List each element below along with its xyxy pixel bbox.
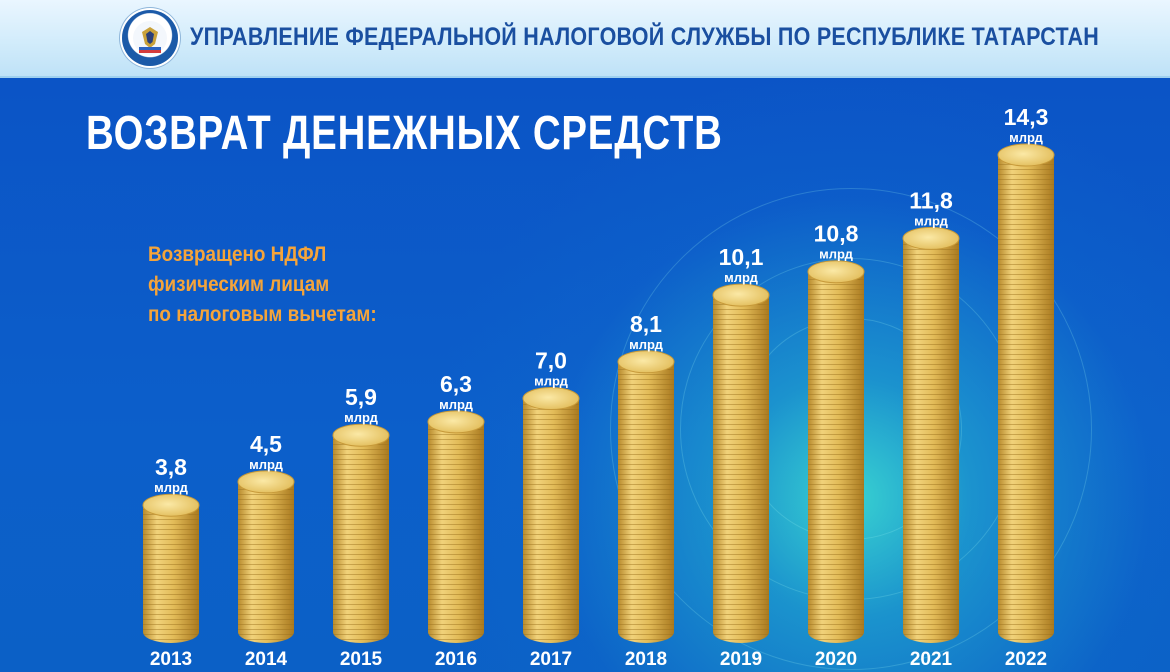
- bar-unit-label: млрд: [439, 397, 473, 412]
- coin-stack-bar: [807, 260, 865, 643]
- bar-value-label: 7,0: [535, 348, 567, 374]
- bar-value-label: 14,3: [1004, 104, 1049, 130]
- coin-stack-bar: [902, 226, 960, 643]
- bar-unit-label: млрд: [629, 337, 663, 352]
- header-bar: УПРАВЛЕНИЕ ФЕДЕРАЛЬНОЙ НАЛОГОВОЙ СЛУЖБЫ …: [0, 0, 1170, 78]
- decorative-ring: [610, 188, 1092, 670]
- x-tick-label: 2017: [530, 649, 572, 670]
- coin-stack-bar: [617, 350, 675, 643]
- bar-unit-label: млрд: [154, 480, 188, 495]
- bar-value-label: 11,8: [909, 187, 953, 213]
- x-tick-label: 2019: [720, 649, 762, 670]
- bar-value-label: 4,5: [250, 431, 282, 457]
- coin-stack-bar: [427, 410, 485, 643]
- coin-stack-bar: [712, 283, 770, 643]
- subtitle-line: по налоговым вычетам:: [148, 303, 377, 326]
- bar-value-label: 10,1: [719, 244, 764, 270]
- bar-unit-label: млрд: [534, 374, 568, 389]
- bar-value-label: 6,3: [440, 371, 472, 397]
- x-tick-label: 2018: [625, 649, 667, 670]
- fns-emblem-icon: [122, 10, 178, 66]
- subtitle-line: физическим лицам: [148, 273, 330, 296]
- coin-stack-bar: [237, 470, 295, 643]
- bar-unit-label: млрд: [819, 247, 853, 262]
- bar-value-label: 10,8: [814, 221, 859, 247]
- x-tick-label: 2014: [245, 649, 288, 670]
- bar-value-label: 5,9: [345, 384, 377, 410]
- bar-unit-label: млрд: [344, 410, 378, 425]
- bar-value-label: 8,1: [630, 311, 662, 337]
- coin-stack-bar: [522, 387, 580, 643]
- x-tick-label: 2016: [435, 649, 477, 670]
- x-tick-label: 2021: [910, 649, 953, 670]
- coin-stack-bar: [332, 423, 390, 643]
- coin-stack-bar: [142, 493, 200, 643]
- x-tick-label: 2013: [150, 649, 192, 670]
- x-tick-label: 2022: [1005, 649, 1047, 670]
- bar-unit-label: млрд: [724, 270, 758, 285]
- chart-subtitle: Возвращено НДФЛ физическим лицам по нало…: [148, 240, 418, 330]
- bar-unit-label: млрд: [249, 457, 283, 472]
- bar-unit-label: млрд: [1009, 130, 1043, 145]
- coin-stack-bar: [997, 143, 1055, 643]
- slide-title: ВОЗВРАТ ДЕНЕЖНЫХ СРЕДСТВ: [86, 107, 723, 160]
- x-tick-label: 2015: [340, 649, 383, 670]
- header-title: УПРАВЛЕНИЕ ФЕДЕРАЛЬНОЙ НАЛОГОВОЙ СЛУЖБЫ …: [190, 23, 1100, 51]
- x-tick-label: 2020: [815, 649, 857, 670]
- subtitle-line: Возвращено НДФЛ: [148, 243, 327, 266]
- bar-value-label: 3,8: [155, 454, 187, 480]
- bar-unit-label: млрд: [914, 213, 948, 228]
